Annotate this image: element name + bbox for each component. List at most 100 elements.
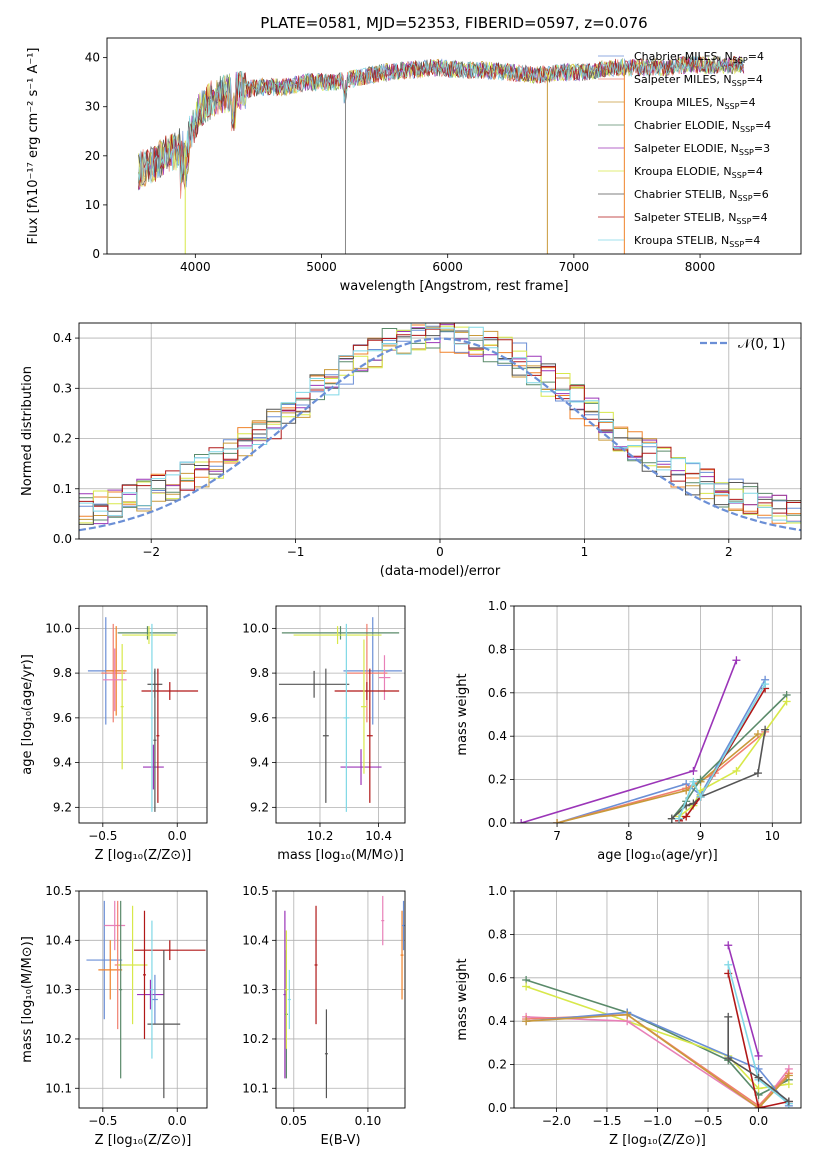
x-tick-label: 0.0 [749, 1114, 768, 1128]
y-tick-label: 10.1 [242, 1081, 269, 1095]
errorbar-point [361, 639, 367, 774]
y-tick-label: 0.4 [488, 1014, 507, 1028]
x-axis-label: Z [log₁₀(Z/Z⊙)] [95, 1133, 192, 1148]
normal-fit-curve [79, 337, 801, 532]
legend-subscript: SSP [732, 79, 747, 88]
y-tick-label: 10.5 [45, 884, 72, 898]
weight_vs_Z-panel: −2.0 −1.5 −1.0 −0.5 0.0 0.0 0.2 0.4 0.6 0.8 1.0 Z [… [455, 884, 802, 1148]
y-tick-label: 0.8 [488, 642, 507, 656]
x-axis-label: (data-model)/error [380, 564, 501, 579]
x-axis-label: E(B-V) [320, 1133, 360, 1148]
errorbar-point [153, 668, 157, 812]
y-tick-label: 0.0 [53, 532, 72, 546]
errorbar-point [150, 623, 154, 812]
legend-suffix: =4 [744, 234, 760, 247]
legend-name: Chabrier STELIB, N [634, 188, 738, 201]
errorbar-point [287, 969, 291, 1030]
histogram-steps [79, 323, 801, 532]
x-tick-label: −2.0 [542, 1114, 571, 1128]
y-tick-label: 0.3 [53, 381, 72, 395]
histogram-series [79, 323, 801, 517]
weight-point-marker [784, 1097, 793, 1106]
weight-point-marker [724, 960, 733, 969]
legend-name: Kroupa STELIB, N [634, 234, 729, 247]
errorbar-point [340, 749, 382, 785]
errorbar-point [378, 655, 391, 700]
errorbar-point [284, 930, 288, 1049]
plot-frame [513, 890, 802, 1109]
weight-series-line [556, 733, 759, 823]
plot-frame [78, 322, 802, 540]
errorbar-point [381, 895, 385, 946]
residuals-panel: −2 −1 0 1 2 0.0 0.1 0.2 0.3 0.4 (data-model)/error… [20, 322, 802, 579]
x-tick-label: −2 [142, 545, 160, 559]
x-tick-label: 10 [765, 829, 780, 843]
spectrum-panel: 4000 5000 6000 7000 8000 0 10 20 30 40 wavelength … [26, 14, 802, 294]
x-tick-label: −1 [287, 545, 305, 559]
y-tick-label: 10.3 [242, 983, 269, 997]
y-axis-label: Normed distribution [20, 366, 35, 496]
errorbar-point [346, 623, 388, 723]
weight-lines [517, 656, 791, 823]
y-tick-label: 9.4 [53, 756, 72, 770]
errorbar-point [98, 940, 123, 1000]
mass_vs_Z-panel: −0.5 0.0 10.1 10.2 10.3 10.4 10.5 Z [log₁₀(Z/Z⊙… [20, 884, 208, 1148]
legend-suffix: =4 [755, 119, 771, 132]
weight-series-line [727, 1016, 790, 1103]
y-tick-label: 0.2 [488, 1058, 507, 1072]
errorbars [86, 900, 206, 1099]
y-tick-label: 10.0 [45, 621, 72, 635]
legend-suffix: =4 [739, 96, 755, 109]
errorbar-point [293, 626, 382, 645]
x-tick-label: 1 [581, 545, 589, 559]
legend-subscript: SSP [732, 171, 747, 180]
x-tick-label: 8 [625, 829, 633, 843]
legend-suffix: =6 [753, 188, 769, 201]
weight-series-line [678, 683, 766, 819]
errorbar-point [366, 668, 373, 803]
errorbar-point [324, 1009, 328, 1099]
x-tick-label: 0 [436, 545, 444, 559]
legend-subscript: SSP [736, 217, 751, 226]
legend-label: Kroupa MILES, NSSP=4 [634, 96, 756, 111]
errorbar-point [141, 682, 199, 700]
errorbar-point [402, 900, 405, 951]
y-tick-label: 1.0 [488, 884, 507, 898]
weight-point-marker [696, 792, 705, 801]
weight-point-marker [754, 1051, 763, 1060]
weight-point-marker [761, 725, 770, 734]
weight-point-marker [667, 814, 676, 823]
errorbar-point [343, 623, 350, 812]
y-tick-label: 10.0 [242, 621, 269, 635]
y-tick-label: 0.2 [488, 773, 507, 787]
weight-point-marker [522, 982, 531, 991]
weight-series-line [678, 688, 766, 822]
errorbar-point [104, 900, 126, 951]
legend-suffix: =4 [747, 165, 763, 178]
weight-point-marker [696, 775, 705, 784]
plot-frame [275, 890, 406, 1109]
errorbar-point [122, 626, 176, 645]
errorbars [278, 617, 403, 812]
x-tick-label: 10.2 [307, 829, 334, 843]
x-tick-label: 0.10 [355, 1114, 382, 1128]
y-tick-label: 10.2 [45, 1032, 72, 1046]
plot-frame [275, 605, 406, 824]
y-tick-label: 0.6 [488, 971, 507, 985]
y-axis-label: mass [log₁₀(M/M⊙)] [20, 936, 35, 1063]
weight-point-marker [724, 1054, 733, 1063]
weight-point-marker [682, 812, 691, 821]
errorbar-point [278, 670, 350, 698]
errorbar-point [322, 668, 329, 803]
legend-name: Salpeter STELIB, N [634, 211, 736, 224]
y-tick-label: 10 [85, 198, 100, 212]
x-tick-label: 9 [697, 829, 705, 843]
y-tick-label: 9.6 [53, 711, 72, 725]
weight-point-marker [754, 1104, 763, 1108]
errorbar-point [143, 910, 146, 1039]
errorbar-point [120, 644, 124, 770]
histogram-series [79, 323, 801, 523]
plot-frame [106, 37, 802, 255]
x-tick-label: 0.0 [168, 829, 187, 843]
weight-point-marker [689, 766, 698, 775]
